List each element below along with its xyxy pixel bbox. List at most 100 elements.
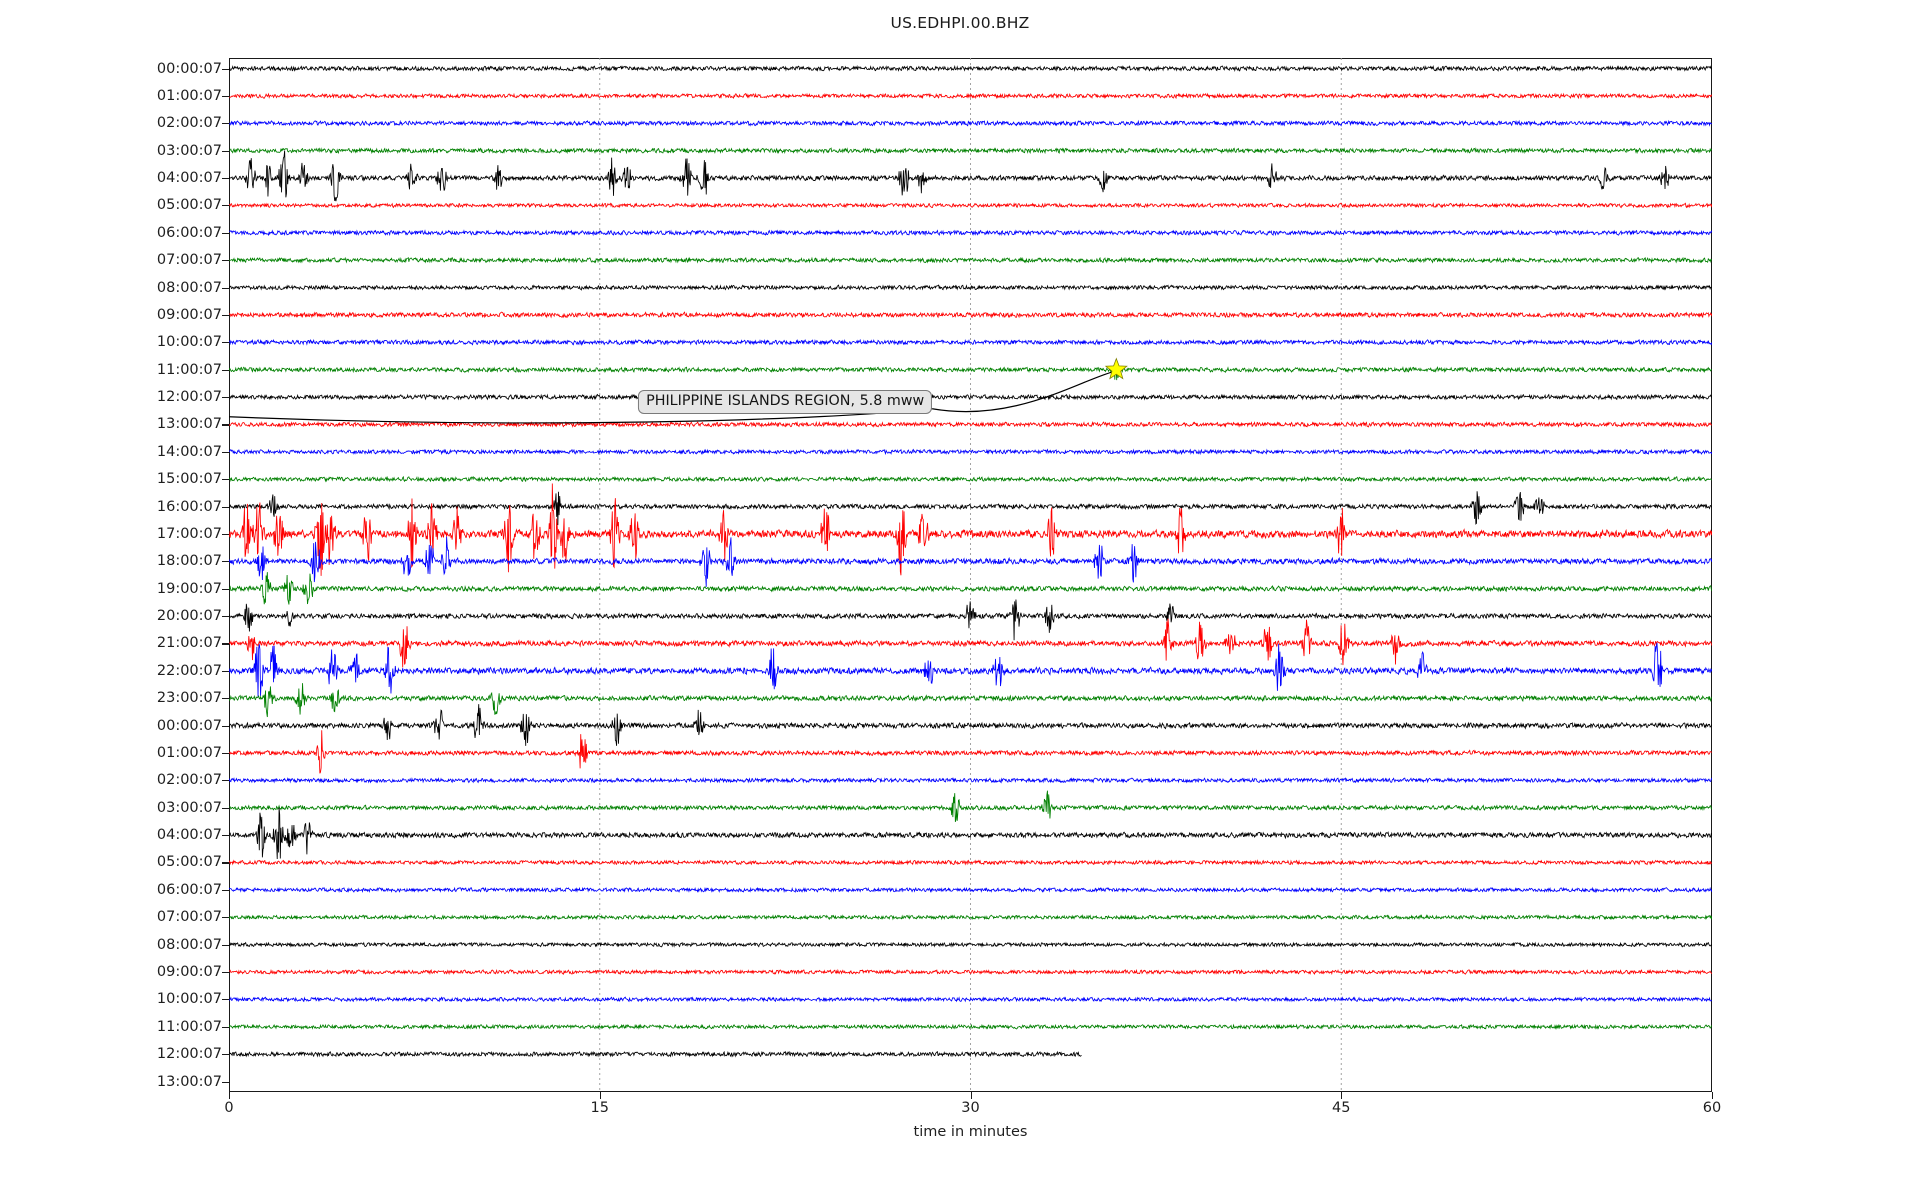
y-axis-tick-mark: [222, 369, 229, 371]
x-axis-tick-mark: [229, 1092, 231, 1099]
y-axis-tick-mark: [222, 68, 229, 70]
plot-area[interactable]: [229, 58, 1712, 1092]
trace-line: [229, 683, 1712, 718]
y-axis-tick-mark: [222, 424, 229, 426]
y-axis-tick-label: 11:00:07: [156, 1018, 222, 1035]
y-axis-tick-label: 23:00:07: [156, 690, 222, 707]
y-axis-tick-label: 03:00:07: [156, 142, 222, 159]
y-axis-tick-mark: [222, 616, 229, 618]
trace-line: [229, 1050, 1082, 1058]
y-axis-tick-mark: [222, 1054, 229, 1056]
trace-line: [229, 119, 1712, 127]
trace-line: [229, 311, 1712, 319]
trace-line: [229, 968, 1712, 976]
y-axis-tick-mark: [222, 835, 229, 837]
trace-line: [229, 360, 1712, 381]
y-axis-tick-mark: [222, 1081, 229, 1083]
y-axis-tick-label: 12:00:07: [156, 1046, 222, 1063]
y-axis-tick-label: 08:00:07: [156, 279, 222, 296]
y-axis-tick-mark: [222, 944, 229, 946]
y-axis-tick-mark: [222, 862, 229, 864]
y-axis-tick-label: 12:00:07: [156, 389, 222, 406]
y-axis-tick-marks: [222, 58, 229, 1092]
event-annotation-label[interactable]: PHILIPPINE ISLANDS REGION, 5.8 mww: [638, 390, 933, 415]
trace-line: [229, 807, 1712, 859]
y-axis-tick-label: 10:00:07: [156, 334, 222, 351]
y-axis-tick-mark: [222, 150, 229, 152]
trace-line: [229, 448, 1712, 456]
y-axis-tick-mark: [222, 725, 229, 727]
trace-line: [229, 730, 1712, 774]
y-axis-tick-mark: [222, 533, 229, 536]
trace-line: [229, 1023, 1712, 1030]
y-axis-tick-mark: [222, 314, 229, 316]
y-axis-tick-mark: [222, 205, 229, 207]
y-axis-tick-label: 18:00:07: [156, 553, 222, 570]
trace-line: [229, 491, 1712, 526]
y-axis-tick-mark: [222, 780, 229, 782]
trace-line: [229, 618, 1712, 668]
trace-line: [229, 886, 1712, 893]
x-axis-tick-mark: [970, 1092, 972, 1099]
y-axis-tick-label: 07:00:07: [156, 909, 222, 926]
trace-line: [229, 92, 1712, 100]
trace-line: [229, 599, 1712, 641]
y-axis-tick-label: 00:00:07: [156, 60, 222, 77]
x-axis-label: time in minutes: [913, 1124, 1028, 1140]
y-axis-tick-mark: [222, 752, 229, 755]
y-axis-tick-mark: [222, 342, 229, 344]
trace-line: [229, 150, 1712, 202]
trace-line: [229, 64, 1712, 72]
y-axis-tick-label: 13:00:07: [156, 1073, 222, 1090]
y-axis-tick-label: 05:00:07: [156, 854, 222, 871]
annotation-connector-arrow: [932, 371, 1114, 413]
event-star-marker[interactable]: [1104, 357, 1128, 380]
y-axis-tick-mark: [222, 451, 229, 453]
trace-line: [229, 859, 1712, 866]
y-axis-tick-label: 15:00:07: [156, 471, 222, 488]
y-axis-tick-label: 09:00:07: [156, 963, 222, 980]
y-axis-tick-label: 09:00:07: [156, 306, 222, 323]
x-axis-tick-mark: [599, 1092, 601, 1099]
y-axis-tick-mark: [222, 506, 229, 508]
seismogram-traces: [229, 58, 1712, 1092]
y-axis-tick-label: 00:00:07: [156, 717, 222, 734]
y-axis-tick-label: 22:00:07: [156, 662, 222, 679]
y-axis-tick-mark: [222, 917, 229, 919]
y-axis-tick-mark: [222, 999, 229, 1001]
trace-line: [229, 475, 1712, 483]
trace-line: [229, 147, 1712, 155]
trace-line: [229, 483, 1712, 576]
y-axis-tick-label: 20:00:07: [156, 608, 222, 625]
y-axis-tick-mark: [222, 698, 229, 700]
trace-line: [229, 790, 1712, 823]
trace-line: [229, 284, 1712, 291]
y-axis-tick-label: 02:00:07: [156, 115, 222, 132]
y-axis-tick-label: 03:00:07: [156, 799, 222, 816]
trace-line: [229, 704, 1712, 746]
y-axis-tick-mark: [222, 479, 229, 481]
y-axis-tick-mark: [222, 561, 229, 563]
trace-line: [229, 941, 1712, 948]
y-axis-tick-label: 16:00:07: [156, 498, 222, 515]
trace-line: [229, 393, 1712, 401]
x-axis-tick-label: 45: [1332, 1100, 1351, 1116]
y-axis-tick-mark: [222, 95, 229, 97]
trace-line: [229, 642, 1712, 698]
y-axis-tick-mark: [222, 178, 229, 180]
y-axis-tick-labels: 00:00:07 01:00:07 02:00:07 03:00:07 04:00:07…: [0, 58, 222, 1092]
trace-line: [229, 776, 1712, 784]
x-axis-tick-label: 0: [224, 1100, 234, 1116]
trace-line: [229, 338, 1712, 346]
y-axis-tick-mark: [222, 1026, 229, 1028]
y-axis-tick-label: 14:00:07: [156, 443, 222, 460]
y-axis-tick-mark: [222, 889, 229, 891]
trace-line: [229, 996, 1712, 1003]
y-axis-tick-mark: [222, 588, 229, 590]
x-axis-tick-mark: [1341, 1092, 1343, 1099]
y-axis-tick-mark: [222, 643, 229, 645]
y-axis-tick-label: 08:00:07: [156, 936, 222, 953]
y-axis-tick-mark: [222, 260, 229, 262]
y-axis-tick-label: 04:00:07: [156, 827, 222, 844]
